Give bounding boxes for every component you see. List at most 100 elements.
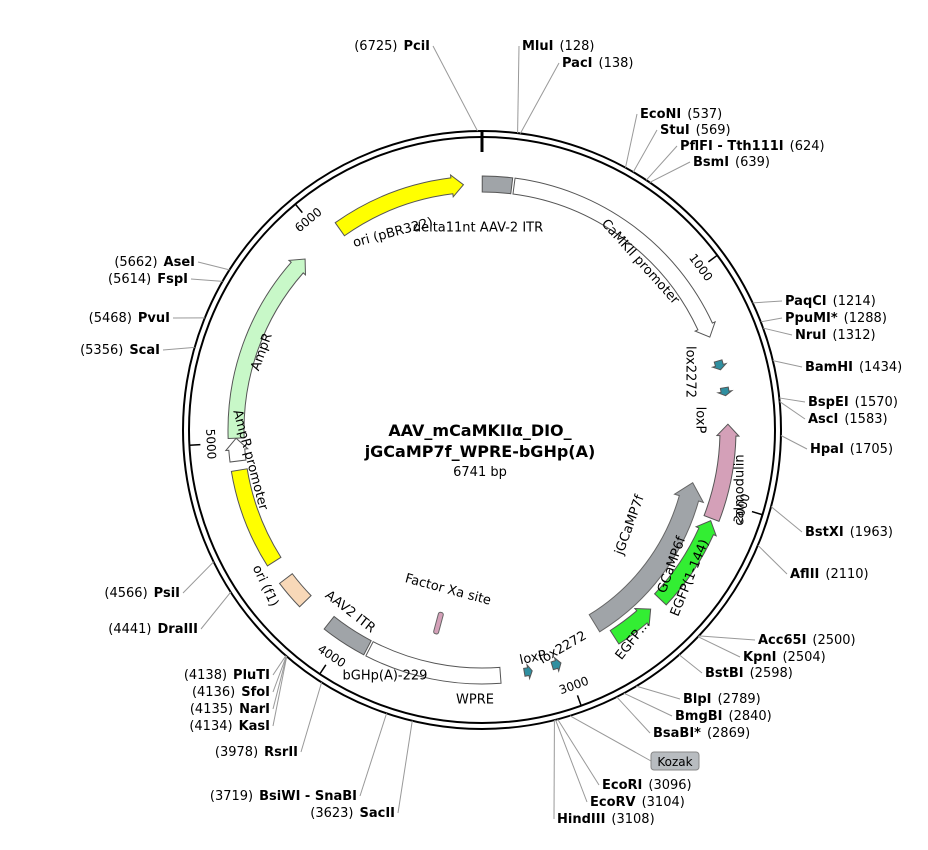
site-position: (1570) [855,395,898,410]
site-bsabi: BsaBI* (2869) [653,726,750,741]
site-hindiii: HindIII (3108) [557,812,655,827]
site-position: (5662) [114,255,157,270]
site-name: BspEI [808,395,849,410]
site-line-bsmi [649,161,691,183]
site-pvui: (5468) PvuI [89,311,170,326]
inner-feature-label-jgcamp7f: jGCaMP7f [612,493,648,558]
site-name: KasI [239,719,270,734]
site-line-rsrii [300,682,323,753]
site-line-kasi [272,656,288,727]
site-position: (2789) [718,692,761,707]
site-line-ppumi [760,317,783,323]
feature-label-delta11nt-aav-2-itr: delta11nt AAV-2 ITR [413,221,543,236]
site-asci: AscI (1583) [808,412,888,427]
site-position: (639) [735,155,770,170]
site-name: BmgBI [675,709,723,724]
feature-bghp-a-229 [323,615,372,656]
factor-xa-mark [433,611,444,635]
site-position: (537) [687,107,722,122]
site-econi: EcoNI (537) [640,107,722,122]
site-rsrii: (3978) RsrII [215,745,298,760]
site-line-econi [624,113,638,168]
feature-label-ori-f1: ori (f1) [249,563,281,609]
site-name: RsrII [264,745,298,760]
site-bstbi: BstBI (2598) [705,666,793,681]
site-bsiwi-snabi: (3719) BsiWI - SnaBI [210,789,357,804]
site-position: (3096) [648,778,691,793]
site-fspi: (5614) FspI [108,272,188,287]
site-line-ecorv [555,719,588,803]
site-name: SfoI [241,685,270,700]
feature-aav2-itr [278,573,312,608]
site-line-sfoi [272,655,287,693]
tick-label-3000: 3000 [557,674,590,698]
site-position: (3104) [642,795,685,810]
site-line-draiii [200,591,232,630]
site-position: (4134) [189,719,232,734]
site-paqci: PaqCI (1214) [785,294,876,309]
site-line-nari [272,656,288,710]
site-name: PvuI [138,311,170,326]
site-line-bsiwi-snabi [359,713,388,797]
site-position: (624) [790,139,825,154]
kozak-label: Kozak [657,755,692,769]
site-line-sacii [397,720,413,814]
site-line-nrui [762,327,793,336]
site-line-paqci [752,300,783,304]
site-nrui: NruI (1312) [795,328,876,343]
site-position: (3719) [210,789,253,804]
feature-camkii-promoter [512,177,716,338]
site-position: (1312) [832,328,875,343]
site-blpi: BlpI (2789) [683,692,761,707]
feature-egfp-1-144 [653,519,718,606]
feature-egfp-b [609,607,652,645]
site-line-bmgbi [623,692,673,717]
plasmid-title-line1: AAV_mCaMKIIα_DIO_ [388,421,571,440]
tick-3000 [576,695,582,706]
site-position: (1214) [833,294,876,309]
plasmid-size: 6741 bp [453,465,507,480]
site-line-paci [519,62,560,134]
site-position: (3978) [215,745,258,760]
site-position: (1288) [844,311,887,326]
site-line-aflii [757,544,788,575]
site-bmgbi: BmgBI (2840) [675,709,772,724]
site-position: (1583) [844,412,887,427]
site-line-bstxi [770,506,803,533]
site-scai: (5356) ScaI [80,343,160,358]
site-line-hpai [780,435,808,450]
site-mlui: MluI (128) [522,39,594,54]
site-nari: (4135) NarI [190,702,270,717]
site-name: PluTI [233,668,270,683]
site-line-mlui [517,45,520,134]
site-name: DraIII [158,622,199,637]
site-position: (5356) [80,343,123,358]
site-name: AseI [164,255,195,270]
site-position: (2500) [812,633,855,648]
site-position: (3108) [611,812,654,827]
site-name: EcoRI [602,778,642,793]
site-name: ScaI [129,343,160,358]
site-line-pcii [432,45,478,132]
site-line-ecori [557,719,600,786]
site-bamhi: BamHI (1434) [805,360,902,375]
site-name: PpuMI* [785,311,838,326]
site-position: (6725) [354,39,397,54]
tick-2000 [751,510,763,516]
site-name: BlpI [683,692,712,707]
site-ppumi: PpuMI* (1288) [785,311,887,326]
site-name: KpnI [743,650,776,665]
feature-lox2272-b [550,656,562,673]
tick-1000 [707,254,718,263]
site-stui: StuI (569) [660,123,731,138]
tick-label-1000: 1000 [686,251,715,284]
feature-loxp-b [523,662,533,681]
site-name: SacII [359,806,395,821]
feature-label-wpre: WPRE [456,693,494,708]
feature-ampr [227,258,307,439]
site-name: MluI [522,39,553,54]
site-position: (4136) [192,685,235,700]
feature-loxp-a [716,386,734,397]
